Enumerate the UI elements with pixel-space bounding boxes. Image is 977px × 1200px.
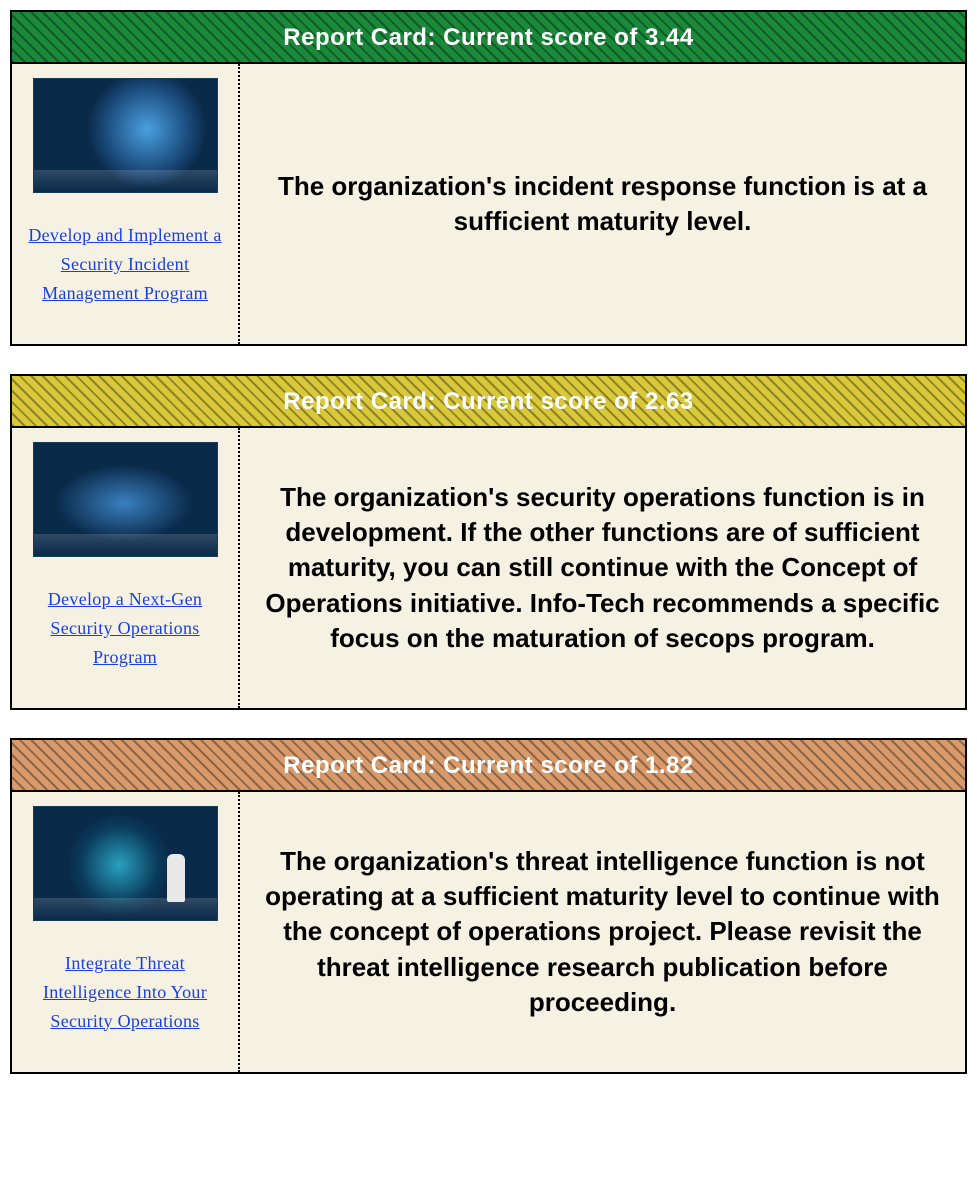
resource-link[interactable]: Integrate Threat Intelligence Into Your … bbox=[22, 949, 228, 1035]
card-right-column: The organization's threat intelligence f… bbox=[240, 792, 965, 1072]
resource-link[interactable]: Develop and Implement a Security Inciden… bbox=[22, 221, 228, 307]
card-header: Report Card: Current score of 2.63 bbox=[12, 376, 965, 428]
card-left-column: Develop and Implement a Security Inciden… bbox=[12, 64, 240, 344]
card-body: Develop a Next-Gen Security Operations P… bbox=[12, 428, 965, 708]
card-left-column: Develop a Next-Gen Security Operations P… bbox=[12, 428, 240, 708]
thumbnail-image bbox=[33, 78, 218, 193]
card-header: Report Card: Current score of 3.44 bbox=[12, 12, 965, 64]
card-right-column: The organization's incident response fun… bbox=[240, 64, 965, 344]
report-card: Report Card: Current score of 1.82 Integr… bbox=[10, 738, 967, 1074]
card-description: The organization's incident response fun… bbox=[258, 169, 947, 239]
card-left-column: Integrate Threat Intelligence Into Your … bbox=[12, 792, 240, 1072]
report-card: Report Card: Current score of 3.44 Develo… bbox=[10, 10, 967, 346]
card-body: Integrate Threat Intelligence Into Your … bbox=[12, 792, 965, 1072]
report-card: Report Card: Current score of 2.63 Develo… bbox=[10, 374, 967, 710]
resource-link[interactable]: Develop a Next-Gen Security Operations P… bbox=[22, 585, 228, 671]
card-description: The organization's threat intelligence f… bbox=[258, 844, 947, 1019]
card-header: Report Card: Current score of 1.82 bbox=[12, 740, 965, 792]
thumbnail-image bbox=[33, 806, 218, 921]
thumbnail-image bbox=[33, 442, 218, 557]
card-right-column: The organization's security operations f… bbox=[240, 428, 965, 708]
card-description: The organization's security operations f… bbox=[258, 480, 947, 655]
card-body: Develop and Implement a Security Inciden… bbox=[12, 64, 965, 344]
